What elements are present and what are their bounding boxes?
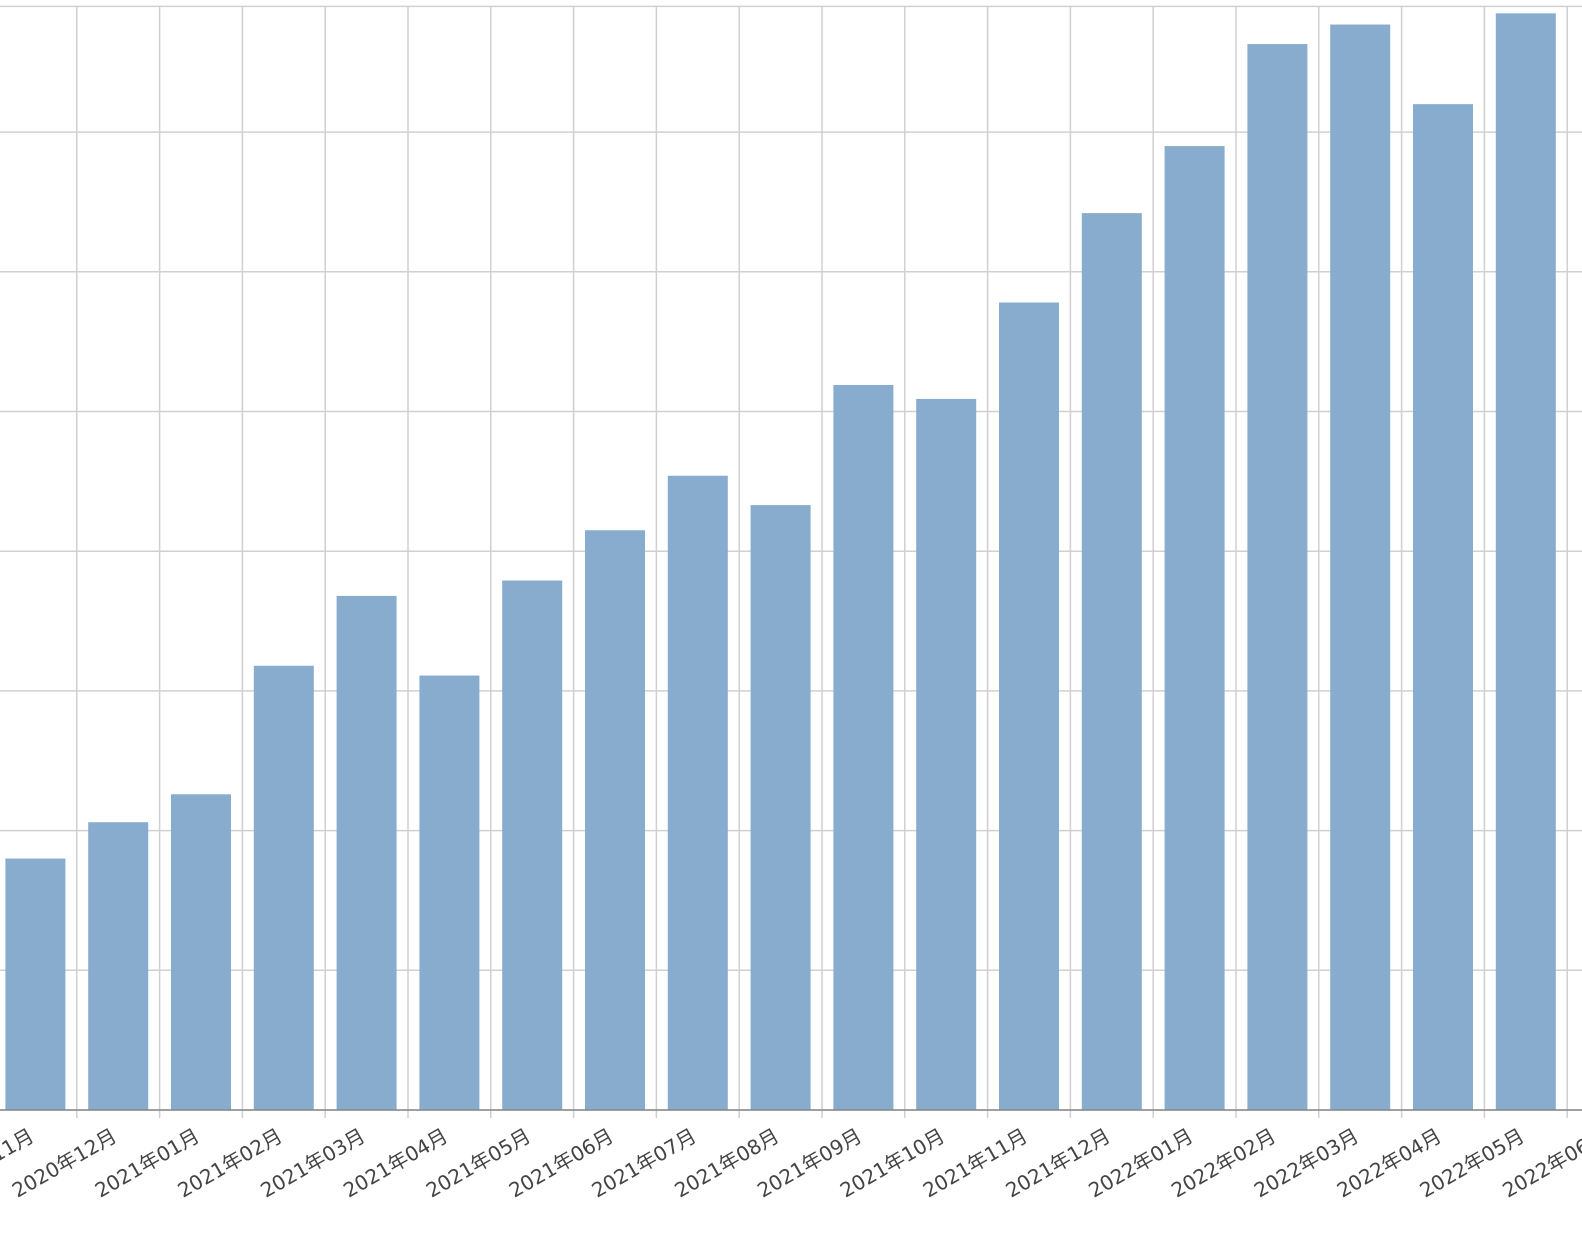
- bar: [585, 530, 645, 1110]
- bar: [999, 302, 1059, 1110]
- bar: [916, 398, 977, 1110]
- bar: [171, 794, 231, 1110]
- bar: [5, 858, 66, 1110]
- bar: [1164, 146, 1225, 1110]
- bar: [1495, 13, 1556, 1111]
- bar: [1413, 104, 1473, 1110]
- bar: [833, 384, 894, 1110]
- bar: [1247, 44, 1308, 1111]
- bar: [667, 475, 728, 1111]
- bar: [336, 595, 397, 1110]
- bar: [1330, 24, 1391, 1110]
- bar: [750, 505, 811, 1110]
- bar: [502, 580, 563, 1110]
- bar: [1081, 213, 1142, 1111]
- bar: [419, 675, 480, 1110]
- bar: [88, 822, 149, 1110]
- bar: [253, 665, 314, 1110]
